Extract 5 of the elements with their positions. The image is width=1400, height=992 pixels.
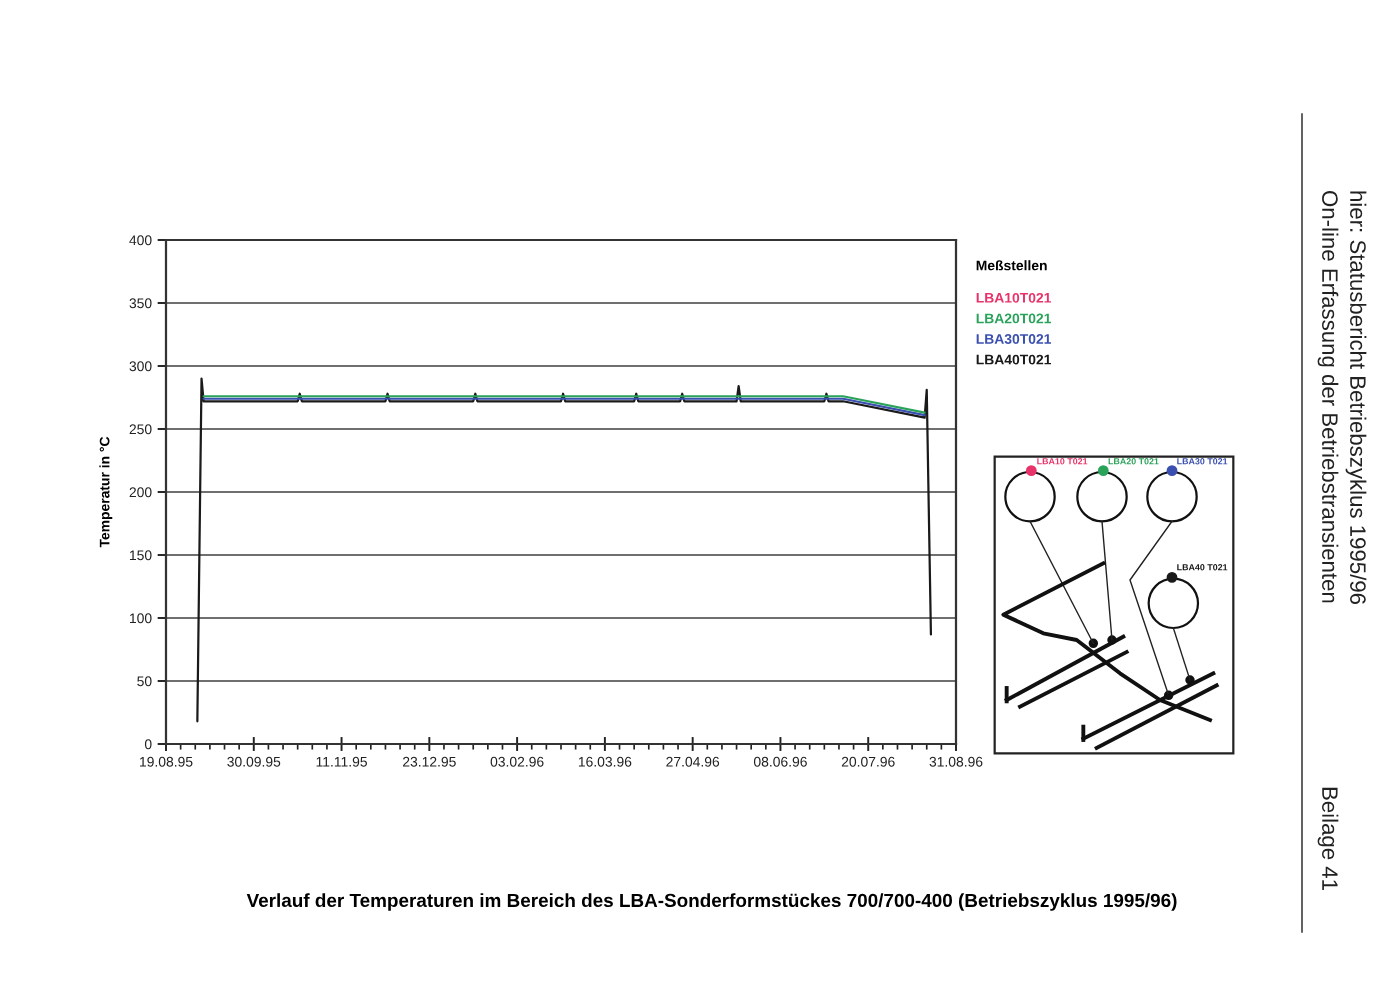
text: Verlauf der Temperaturen im Bereich des LBA-Sonderformstückes 700/700-400 (Betriebszyklus 1995/96) [246,893,1177,911]
text: On-line Erfassung der Betriebstransienten [1317,191,1339,603]
line-series [196,377,933,723]
text: Beilage 41 [1317,787,1339,890]
text: hier: Statusbericht Betriebszyklus 1995/96 [1345,191,1367,605]
